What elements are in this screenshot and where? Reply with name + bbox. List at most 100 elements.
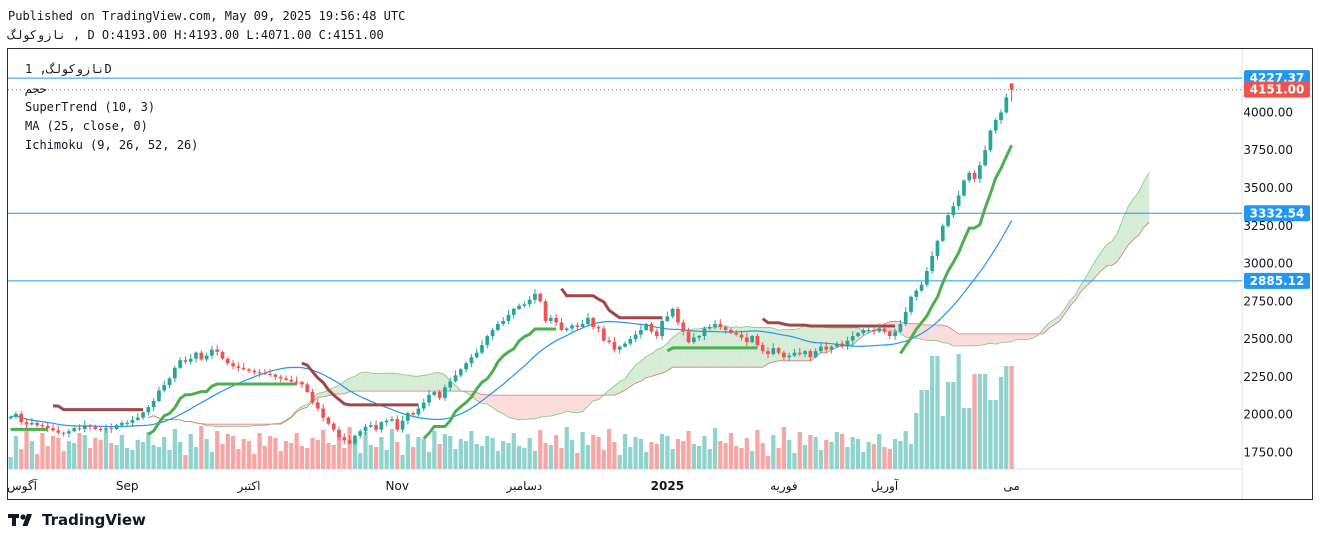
candle-body bbox=[654, 331, 659, 337]
volume-bar bbox=[744, 438, 749, 469]
volume-bar bbox=[485, 436, 490, 469]
volume-bar bbox=[697, 446, 702, 469]
legend-symbol: نازوكولگ, 1D bbox=[25, 62, 112, 76]
candle-body bbox=[45, 425, 50, 429]
cloud-segment bbox=[651, 349, 657, 377]
supertrend-segment bbox=[301, 361, 419, 407]
volume-bar bbox=[162, 437, 167, 469]
price-tick-label: 3750.00 bbox=[1243, 143, 1293, 157]
brand-name: TradingView bbox=[42, 511, 146, 529]
cloud-segment bbox=[953, 330, 959, 347]
candle-body bbox=[501, 320, 506, 324]
volume-bar bbox=[739, 448, 744, 469]
price-chart[interactable]: 4227.37 3332.54 2885.12 4151.00 1750.00 2000… bbox=[8, 49, 1312, 499]
candle-body bbox=[51, 428, 55, 431]
cloud-segment bbox=[1144, 172, 1150, 228]
cloud-segment bbox=[577, 395, 583, 413]
candle-body bbox=[750, 336, 754, 343]
cloud-segment bbox=[836, 327, 843, 348]
candle-body bbox=[88, 425, 92, 427]
last-price-tag bbox=[1244, 81, 1310, 98]
volume-bar bbox=[199, 426, 204, 469]
volume-bar bbox=[426, 452, 432, 469]
chart-frame[interactable]: 4227.37 3332.54 2885.12 4151.00 1750.00 2000… bbox=[7, 48, 1313, 500]
candle-body bbox=[278, 376, 283, 379]
volume-bar bbox=[548, 445, 553, 469]
price-tick-label: 2750.00 bbox=[1243, 294, 1293, 308]
candle-body bbox=[819, 346, 823, 352]
volume-bar bbox=[135, 440, 140, 469]
volume-bar bbox=[940, 416, 945, 469]
cloud-segment bbox=[391, 373, 398, 392]
volume-bar bbox=[792, 453, 797, 469]
candle-body bbox=[35, 422, 39, 426]
cloud-segment bbox=[979, 333, 986, 346]
cloud-segment bbox=[1043, 323, 1049, 334]
legend-ma[interactable]: MA (25, close, 0) bbox=[25, 119, 148, 133]
cloud-segment bbox=[1128, 198, 1134, 246]
candle-body bbox=[347, 440, 352, 444]
volume-bar bbox=[336, 435, 342, 469]
cloud-segment bbox=[487, 394, 493, 408]
volume-bar bbox=[474, 444, 479, 469]
candle-body bbox=[146, 407, 151, 413]
supertrend-segment bbox=[147, 382, 297, 436]
candle-body bbox=[946, 215, 950, 226]
cloud-segment bbox=[640, 356, 647, 382]
cloud-segment bbox=[948, 326, 954, 347]
candle-body bbox=[792, 352, 797, 356]
time-tick-label: آوریل bbox=[871, 478, 899, 494]
volume-bar bbox=[649, 442, 654, 469]
cloud-segment bbox=[370, 372, 377, 392]
candle-body bbox=[893, 331, 897, 337]
candle-body bbox=[204, 355, 209, 360]
cloud-segment bbox=[1006, 333, 1012, 343]
legend-ichimoku[interactable]: Ichimoku (9, 26, 52, 26) bbox=[25, 138, 199, 152]
time-tick-label: Sep bbox=[116, 479, 139, 493]
cloud-segment bbox=[1112, 233, 1118, 266]
volume-bar bbox=[416, 437, 421, 469]
candle-body bbox=[935, 240, 940, 256]
tradingview-brand[interactable]: TradingView bbox=[8, 511, 146, 529]
volume-bar bbox=[289, 443, 294, 469]
volume-bar bbox=[935, 356, 940, 469]
volume-bar bbox=[437, 444, 442, 469]
candle-body bbox=[496, 323, 500, 331]
volume-bar bbox=[924, 390, 929, 469]
cloud-segment bbox=[397, 373, 403, 392]
time-tick-label: 2025 bbox=[651, 479, 684, 493]
candle-body bbox=[178, 360, 182, 368]
candle-body bbox=[104, 428, 108, 430]
candle-body bbox=[268, 373, 273, 375]
candle-body bbox=[734, 333, 739, 335]
published-info: Published on TradingView.com, May 09, 20… bbox=[8, 9, 406, 23]
candle-body bbox=[527, 299, 532, 305]
cloud-segment bbox=[767, 327, 774, 364]
volume-bar bbox=[103, 430, 109, 469]
volume-bar bbox=[342, 448, 347, 469]
legend-supertrend[interactable]: SuperTrend (10, 3) bbox=[25, 100, 156, 114]
candle-body bbox=[866, 330, 871, 332]
price-tick-label: 2250.00 bbox=[1243, 370, 1293, 384]
cloud-segment bbox=[1075, 285, 1081, 301]
volume-bar bbox=[215, 431, 220, 469]
candle-body bbox=[967, 172, 972, 181]
volume-bar bbox=[951, 382, 956, 469]
cloud-segment bbox=[799, 325, 806, 361]
cloud-segment bbox=[238, 424, 244, 427]
volume-bar bbox=[702, 436, 707, 469]
legend-volume[interactable]: حجم bbox=[25, 82, 47, 96]
candle-body bbox=[559, 322, 564, 331]
volume-bar bbox=[278, 451, 283, 469]
volume-bar bbox=[183, 455, 188, 469]
volume-bar bbox=[395, 442, 400, 469]
cloud-segment bbox=[985, 333, 991, 345]
volume-bar bbox=[808, 435, 813, 469]
cloud-segment bbox=[963, 333, 970, 346]
candle-body bbox=[93, 426, 98, 429]
volume-bar bbox=[299, 446, 305, 469]
candle-body bbox=[263, 373, 267, 375]
volume-bar bbox=[109, 443, 114, 469]
volume-bar bbox=[829, 442, 834, 469]
volume-bar bbox=[554, 435, 559, 469]
